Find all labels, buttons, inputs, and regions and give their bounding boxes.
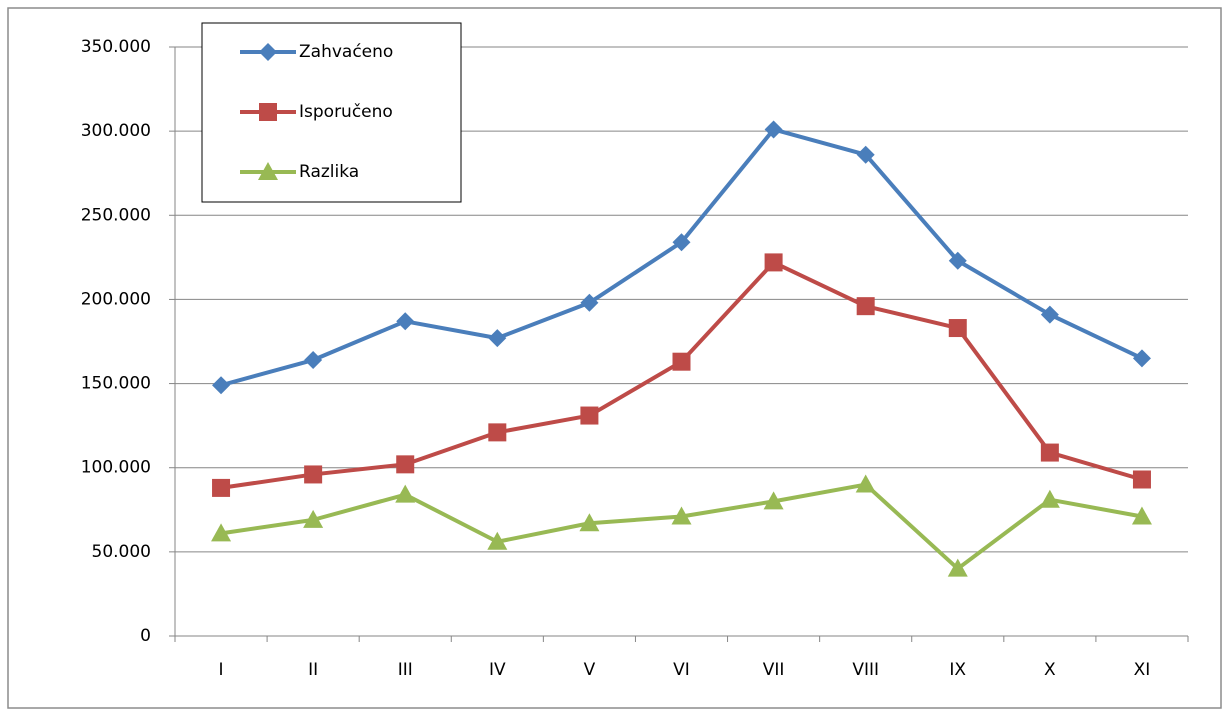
marker bbox=[395, 484, 416, 503]
x-tick-label: II bbox=[308, 660, 318, 680]
marker bbox=[211, 523, 232, 542]
marker bbox=[580, 293, 599, 312]
marker bbox=[947, 558, 968, 577]
legend: Zahvaćeno Isporučeno Razlika bbox=[201, 22, 462, 203]
marker bbox=[764, 120, 783, 139]
x-tick-label: XI bbox=[1134, 660, 1151, 680]
legend-label: Isporučeno bbox=[299, 102, 393, 122]
chart-border bbox=[7, 7, 1222, 709]
marker bbox=[1040, 443, 1059, 462]
marker bbox=[488, 423, 507, 442]
legend-marker bbox=[259, 103, 277, 121]
marker bbox=[1132, 470, 1151, 489]
marker bbox=[580, 406, 599, 425]
marker bbox=[672, 233, 691, 252]
legend-label: Zahvaćeno bbox=[299, 42, 393, 62]
legend-label: Razlika bbox=[299, 162, 359, 182]
x-tick-label: VI bbox=[673, 660, 690, 680]
marker bbox=[948, 319, 967, 338]
legend-marker bbox=[259, 43, 277, 61]
marker bbox=[1131, 506, 1152, 525]
marker bbox=[303, 509, 324, 528]
marker bbox=[855, 474, 876, 493]
x-tick-label: V bbox=[584, 660, 596, 680]
marker bbox=[1040, 305, 1059, 324]
marker bbox=[763, 491, 784, 510]
marker bbox=[304, 465, 323, 484]
marker bbox=[671, 506, 692, 525]
marker bbox=[764, 253, 783, 272]
y-tick-label: 50.000 bbox=[92, 542, 151, 562]
marker bbox=[396, 455, 415, 474]
y-tick-label: 350.000 bbox=[81, 37, 151, 57]
y-tick-label: 0 bbox=[140, 626, 151, 646]
marker bbox=[396, 312, 415, 331]
y-tick-label: 150.000 bbox=[81, 374, 151, 394]
marker bbox=[1132, 349, 1151, 368]
marker bbox=[1039, 489, 1060, 508]
x-tick-label: X bbox=[1044, 660, 1056, 680]
marker bbox=[487, 531, 508, 550]
x-tick-label: I bbox=[219, 660, 224, 680]
marker bbox=[579, 513, 600, 532]
y-tick-label: 300.000 bbox=[81, 121, 151, 141]
x-tick-label: IX bbox=[949, 660, 966, 680]
y-tick-label: 100.000 bbox=[81, 458, 151, 478]
y-tick-label: 250.000 bbox=[81, 205, 151, 225]
x-tick-label: VII bbox=[763, 660, 785, 680]
marker bbox=[212, 478, 231, 497]
y-tick-label: 200.000 bbox=[81, 289, 151, 309]
x-tick-label: III bbox=[398, 660, 413, 680]
marker bbox=[304, 351, 323, 370]
marker bbox=[212, 376, 231, 395]
marker bbox=[488, 329, 507, 348]
marker bbox=[856, 145, 875, 164]
x-tick-label: IV bbox=[489, 660, 506, 680]
marker bbox=[948, 251, 967, 270]
legend-marker bbox=[258, 162, 278, 180]
marker bbox=[672, 352, 691, 371]
marker bbox=[856, 297, 875, 316]
x-tick-label: VIII bbox=[852, 660, 879, 680]
